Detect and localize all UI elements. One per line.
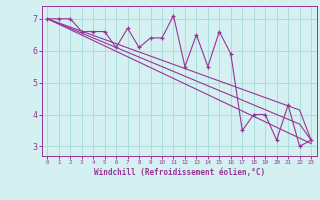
X-axis label: Windchill (Refroidissement éolien,°C): Windchill (Refroidissement éolien,°C)	[94, 168, 265, 177]
